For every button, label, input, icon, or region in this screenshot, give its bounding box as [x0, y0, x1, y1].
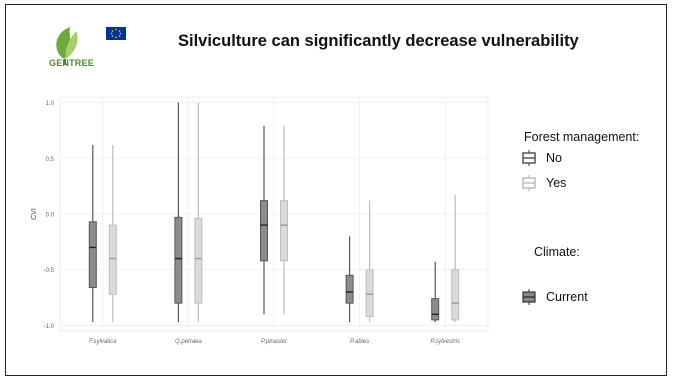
climate-key-current	[522, 289, 536, 305]
eu-flag-icon	[106, 27, 126, 40]
legend-label-yes: Yes	[546, 176, 567, 190]
slide: GENTREE Silviculture can significantly d…	[5, 4, 667, 376]
y-tick-label: 0.5	[46, 157, 55, 163]
box	[345, 274, 354, 304]
box	[194, 217, 203, 304]
climate-legend-title: Climate:	[534, 245, 580, 259]
x-tick-label: P.pinaster	[261, 339, 288, 345]
logo-text: GENTREE	[49, 58, 94, 68]
box	[88, 221, 97, 289]
y-axis-label: CVI	[31, 208, 38, 220]
page-title: Silviculture can significantly decrease …	[178, 32, 579, 50]
box	[108, 224, 117, 295]
y-tick-label: -1.0	[44, 324, 55, 330]
box	[451, 269, 460, 321]
y-tick-label: 1.0	[46, 101, 55, 107]
legend-key-yes	[522, 175, 536, 191]
y-tick-label: 0.0	[46, 213, 55, 219]
y-tick-label: -0.5	[44, 268, 55, 274]
x-tick-label: F.sylvatica	[89, 339, 117, 345]
legend-item-no: No	[522, 150, 562, 166]
legend-label-no: No	[546, 151, 562, 165]
legend-item-yes: Yes	[522, 175, 566, 191]
legend-key-no	[522, 150, 536, 166]
legend-title: Forest management:	[524, 130, 640, 144]
box	[174, 216, 183, 304]
x-tick-label: Q.petraea	[175, 339, 202, 345]
box	[431, 298, 440, 321]
box	[260, 200, 268, 262]
climate-item-current: Current	[522, 289, 588, 305]
box	[365, 269, 374, 318]
boxplot-chart: -1.0 -0.5 0.0 0.5 1.0 CVI F.sylvatica Q.petraea…	[31, 96, 489, 345]
climate-label-current: Current	[546, 290, 588, 304]
x-tick-label: P.sylvestris	[430, 339, 460, 345]
gentree-logo-icon	[56, 27, 78, 65]
box	[280, 200, 288, 262]
x-tick-label: P.abies	[350, 339, 369, 345]
